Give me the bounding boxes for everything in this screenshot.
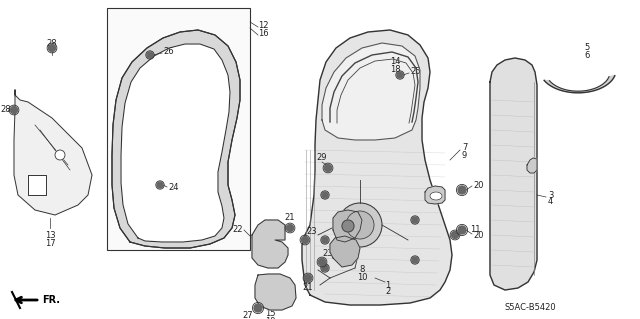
- Text: 13: 13: [45, 231, 55, 240]
- Circle shape: [49, 44, 56, 51]
- Polygon shape: [255, 274, 296, 310]
- Circle shape: [458, 226, 466, 234]
- Text: 3: 3: [548, 190, 554, 199]
- Circle shape: [322, 265, 328, 271]
- Circle shape: [346, 211, 374, 239]
- Text: 15: 15: [265, 309, 275, 318]
- Text: 10: 10: [356, 273, 367, 283]
- Circle shape: [55, 150, 65, 160]
- Text: 2: 2: [385, 287, 390, 296]
- Text: 24: 24: [168, 183, 179, 192]
- Text: 12: 12: [258, 20, 269, 29]
- Polygon shape: [302, 30, 452, 305]
- Text: 20: 20: [473, 231, 483, 240]
- Text: 9: 9: [462, 152, 467, 160]
- Circle shape: [305, 275, 312, 281]
- Circle shape: [157, 182, 163, 188]
- Polygon shape: [121, 44, 230, 242]
- Circle shape: [338, 203, 382, 247]
- Ellipse shape: [430, 192, 442, 200]
- Text: 1: 1: [385, 280, 390, 290]
- Text: 4: 4: [548, 197, 553, 206]
- Text: 18: 18: [390, 65, 401, 75]
- Polygon shape: [14, 90, 92, 215]
- Text: 23: 23: [307, 227, 317, 236]
- Circle shape: [451, 232, 458, 239]
- Circle shape: [412, 217, 418, 223]
- Polygon shape: [490, 58, 537, 290]
- Circle shape: [287, 225, 294, 232]
- Text: 29: 29: [317, 153, 327, 162]
- Circle shape: [254, 304, 262, 312]
- Bar: [107, 8, 250, 250]
- Text: 5: 5: [584, 43, 589, 53]
- Text: 19: 19: [265, 316, 275, 319]
- Polygon shape: [425, 186, 445, 204]
- Circle shape: [458, 186, 466, 194]
- Circle shape: [397, 72, 403, 78]
- Text: 14: 14: [390, 57, 401, 66]
- Text: 21: 21: [285, 213, 295, 222]
- Circle shape: [319, 258, 326, 265]
- Circle shape: [322, 192, 328, 198]
- Circle shape: [342, 220, 354, 232]
- Text: 20: 20: [473, 181, 483, 189]
- Text: 25: 25: [410, 68, 420, 77]
- Polygon shape: [322, 43, 420, 140]
- Text: S5AC-B5420: S5AC-B5420: [504, 303, 556, 313]
- Polygon shape: [28, 175, 46, 195]
- Text: 22: 22: [232, 226, 243, 234]
- Text: 27: 27: [243, 310, 253, 319]
- Text: 28: 28: [47, 39, 58, 48]
- Text: 8: 8: [359, 265, 365, 275]
- Circle shape: [147, 52, 153, 58]
- Text: 23: 23: [323, 249, 333, 258]
- Text: 16: 16: [258, 28, 269, 38]
- Text: 17: 17: [45, 239, 55, 248]
- Polygon shape: [527, 158, 537, 173]
- Polygon shape: [112, 30, 240, 248]
- Circle shape: [301, 236, 308, 243]
- Circle shape: [10, 107, 17, 114]
- Text: 6: 6: [584, 50, 589, 60]
- Text: FR.: FR.: [42, 295, 60, 305]
- Text: 7: 7: [462, 144, 467, 152]
- Polygon shape: [330, 236, 360, 267]
- Polygon shape: [252, 220, 288, 268]
- Text: 21: 21: [303, 284, 313, 293]
- Circle shape: [324, 165, 332, 172]
- Circle shape: [412, 257, 418, 263]
- Polygon shape: [544, 76, 615, 93]
- Text: 28: 28: [1, 106, 12, 115]
- Text: 26: 26: [163, 48, 173, 56]
- Polygon shape: [333, 210, 362, 242]
- Text: 11: 11: [470, 226, 481, 234]
- Circle shape: [322, 237, 328, 243]
